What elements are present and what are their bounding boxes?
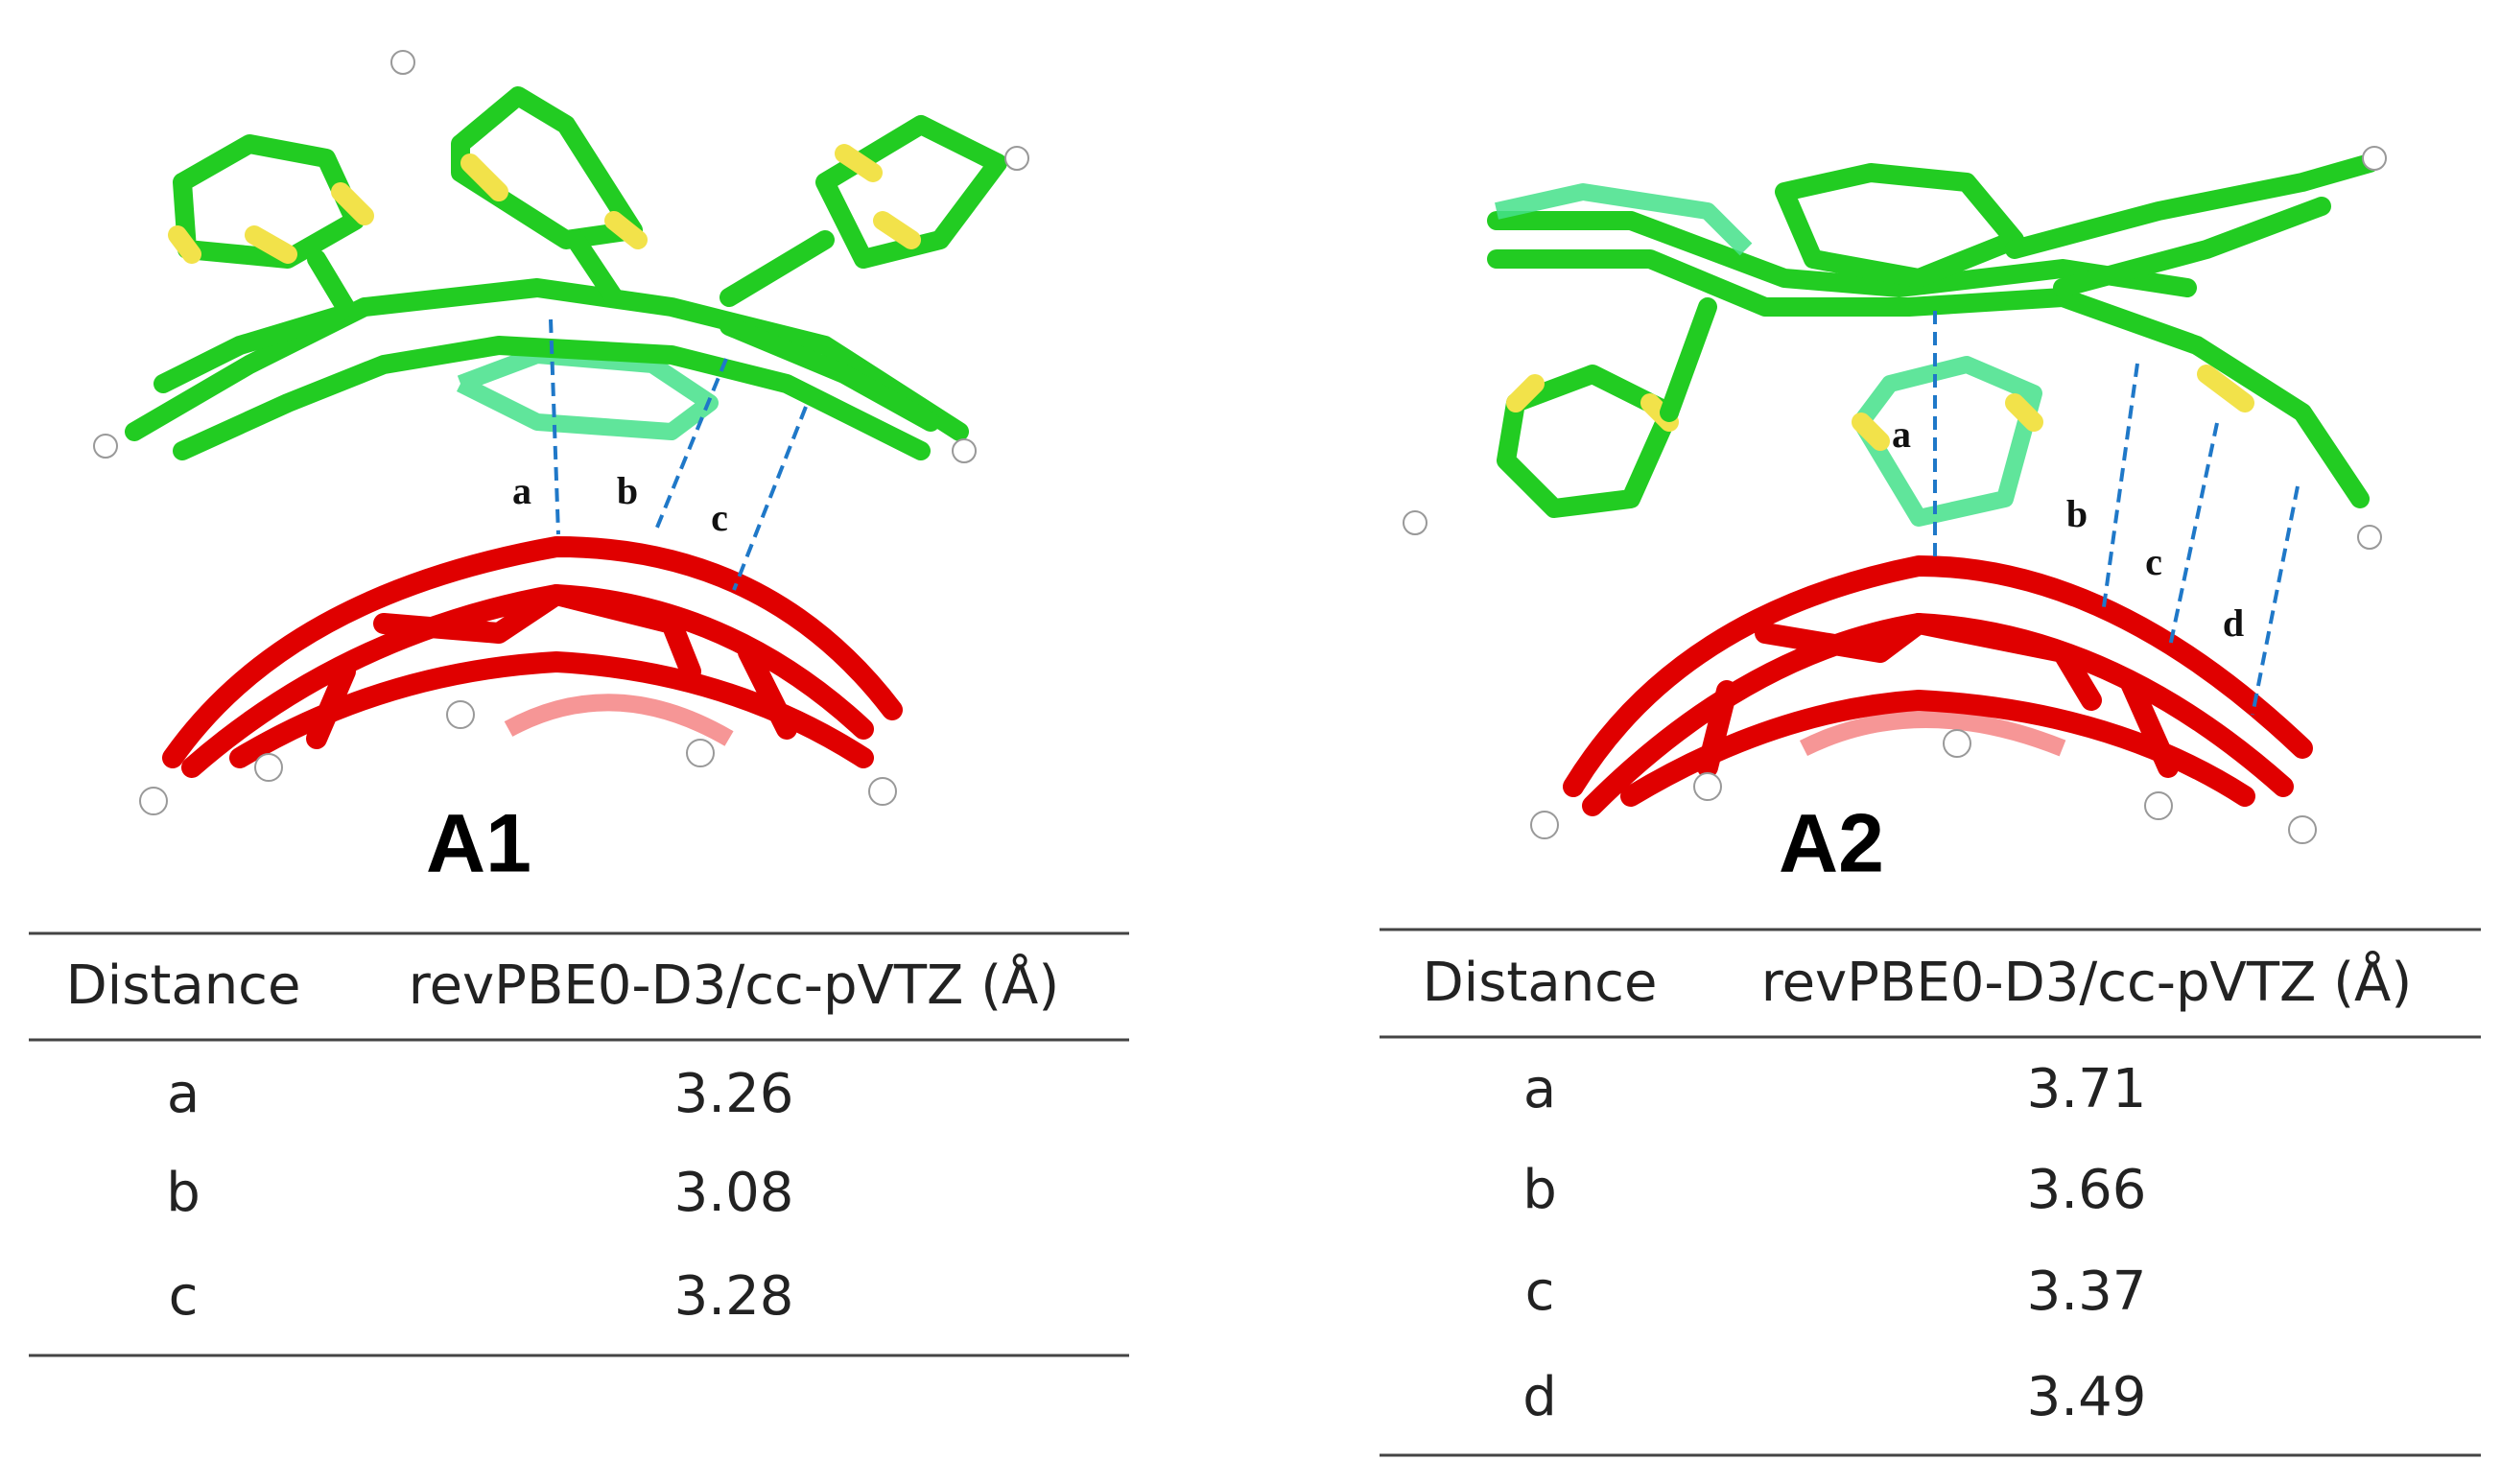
panel-title: A2 bbox=[1779, 798, 1884, 890]
table-header: revPBE0-D3/cc-pVTZ (Å) bbox=[1761, 951, 2412, 1014]
table-cell: c bbox=[169, 1265, 199, 1328]
distance-label: b bbox=[617, 469, 638, 512]
table-header: Distance bbox=[1423, 952, 1658, 1014]
table-cell: a bbox=[167, 1063, 200, 1125]
table-header: Distance bbox=[66, 954, 301, 1017]
table-cell: 3.26 bbox=[674, 1063, 794, 1125]
table-cell: a bbox=[1523, 1058, 1556, 1120]
table-cell: b bbox=[166, 1162, 201, 1224]
table-header: revPBE0-D3/cc-pVTZ (Å) bbox=[409, 954, 1059, 1017]
table-cell: 3.71 bbox=[2027, 1058, 2147, 1120]
table-cell: 3.66 bbox=[2027, 1159, 2147, 1221]
molecule-a2 bbox=[1403, 146, 2387, 844]
distance-label: d bbox=[2223, 601, 2244, 645]
table-cell: 3.37 bbox=[2027, 1260, 2147, 1323]
distance-label: b bbox=[2066, 492, 2088, 535]
table-cell: d bbox=[1522, 1366, 1557, 1428]
distance-label: c bbox=[2145, 540, 2162, 583]
distance-label: a bbox=[512, 469, 531, 512]
table-cell: 3.28 bbox=[674, 1265, 794, 1328]
distance-label: c bbox=[711, 496, 728, 539]
distance-label: a bbox=[1892, 412, 1911, 456]
table-cell: 3.08 bbox=[674, 1162, 794, 1224]
panel-title: A1 bbox=[426, 798, 531, 890]
table-cell: 3.49 bbox=[2027, 1366, 2147, 1428]
molecule-a1 bbox=[93, 50, 1029, 815]
table-cell: b bbox=[1522, 1159, 1557, 1221]
table-cell: c bbox=[1525, 1260, 1555, 1323]
